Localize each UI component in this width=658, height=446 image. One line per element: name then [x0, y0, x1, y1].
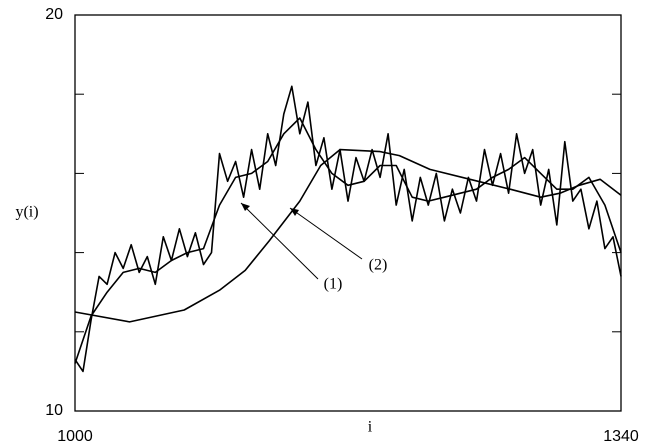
y-axis-label: y(i) — [15, 204, 38, 221]
series-line — [74, 85, 622, 373]
plot-frame — [74, 14, 622, 412]
series-line — [74, 117, 622, 364]
annotation-arrow — [240, 202, 319, 280]
x-tick-label: 1000 — [57, 428, 93, 445]
x-axis-label: i — [368, 419, 373, 436]
annotation: (1) — [324, 276, 343, 293]
series-line — [74, 148, 622, 323]
arrowhead — [241, 203, 250, 211]
y-tick-label: 20 — [45, 6, 63, 23]
annotation-arrow — [289, 207, 363, 260]
x-tick-label: 1340 — [603, 428, 639, 445]
y-tick-label: 10 — [45, 402, 63, 419]
annotation: (2) — [369, 257, 388, 274]
